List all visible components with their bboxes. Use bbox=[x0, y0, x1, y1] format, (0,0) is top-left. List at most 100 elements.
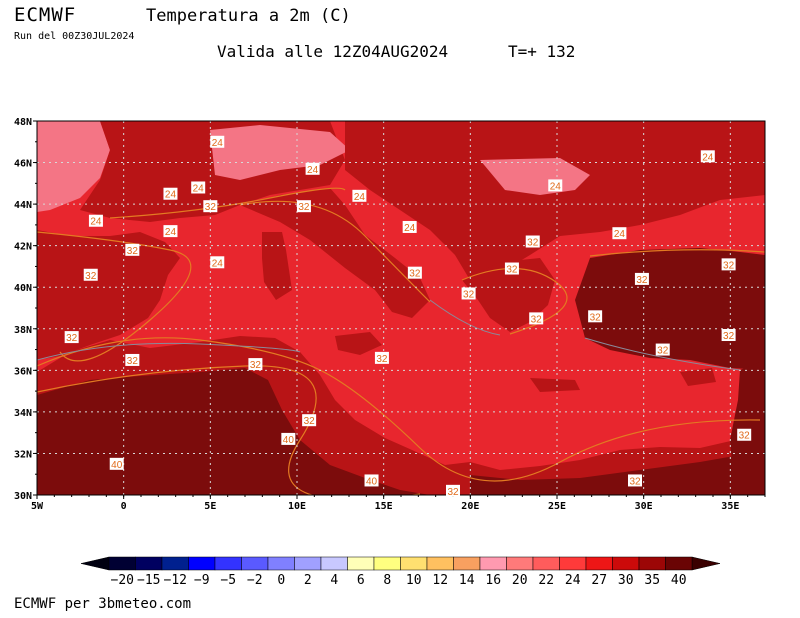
forecast-step-label: T=+ 132 bbox=[508, 42, 576, 61]
svg-text:32: 32 bbox=[527, 238, 539, 249]
colorbar-label: 10 bbox=[406, 573, 422, 588]
svg-text:24: 24 bbox=[193, 183, 205, 194]
colorbar-label: 2 bbox=[304, 573, 312, 588]
isotherm-label: 24 bbox=[612, 227, 627, 240]
isotherm-label: 32 bbox=[529, 312, 544, 325]
isotherm-label: 32 bbox=[634, 272, 649, 286]
colorbar-label: 35 bbox=[644, 573, 660, 588]
lat-tick-label: 34N bbox=[14, 408, 32, 419]
colorbar-swatch bbox=[320, 556, 348, 571]
svg-text:32: 32 bbox=[463, 289, 475, 300]
lat-tick-label: 38N bbox=[14, 325, 32, 336]
isotherm-label: 24 bbox=[163, 187, 178, 201]
colorbar-label: 0 bbox=[277, 573, 285, 588]
svg-text:32: 32 bbox=[629, 476, 641, 487]
isotherm-label: 24 bbox=[210, 135, 225, 149]
isotherm-label: 32 bbox=[374, 351, 389, 365]
colorbar-label: 12 bbox=[432, 573, 448, 588]
isotherm-label: 32 bbox=[525, 235, 540, 249]
isotherm-label: 24 bbox=[88, 214, 103, 228]
colorbar-swatch bbox=[665, 556, 693, 571]
isotherm-label: 40 bbox=[281, 432, 296, 446]
lon-tick-label: 15E bbox=[375, 501, 393, 512]
isotherm-label: 32 bbox=[504, 262, 519, 276]
svg-text:32: 32 bbox=[250, 360, 262, 371]
colorbar-label: 4 bbox=[330, 573, 338, 588]
lon-tick-label: 10E bbox=[288, 501, 306, 512]
colorbar-swatch bbox=[108, 556, 136, 571]
svg-text:24: 24 bbox=[165, 190, 177, 201]
colorbar-swatch bbox=[479, 556, 507, 571]
svg-text:32: 32 bbox=[723, 260, 735, 271]
colorbar-label: −5 bbox=[220, 573, 236, 588]
lon-tick-label: 0 bbox=[121, 501, 127, 512]
lat-tick-label: 36N bbox=[14, 366, 32, 377]
colorbar-swatch bbox=[506, 556, 534, 571]
isotherm-label: 40 bbox=[364, 474, 379, 487]
isotherm-label: 32 bbox=[737, 428, 752, 442]
lon-tick-label: 5W bbox=[31, 501, 44, 512]
isotherm-label: 32 bbox=[461, 287, 476, 300]
colorbar-label: −2 bbox=[247, 573, 263, 588]
lat-tick-label: 32N bbox=[14, 449, 32, 460]
color-scale-legend: −20 −15 −12 −9 −5 −2 0 2 4 6 8 10 12 14 16 20 22 24 27 30 35… bbox=[80, 556, 721, 588]
credit-label: ECMWF per 3bmeteo.com bbox=[14, 596, 192, 612]
colorbar-swatch bbox=[188, 556, 216, 571]
lat-tick-label: 44N bbox=[14, 200, 32, 211]
lon-tick-label: 35E bbox=[721, 501, 739, 512]
colorbar-swatch bbox=[241, 556, 269, 571]
svg-text:32: 32 bbox=[657, 346, 669, 357]
temperature-field bbox=[37, 121, 765, 495]
colorbar-swatch bbox=[214, 556, 242, 571]
colorbar-label: 27 bbox=[591, 573, 607, 588]
svg-text:32: 32 bbox=[506, 265, 518, 276]
isotherm-label: 24 bbox=[163, 225, 178, 238]
svg-text:40: 40 bbox=[366, 476, 378, 487]
colorbar-swatch bbox=[135, 556, 163, 571]
lat-tick-label: 42N bbox=[14, 242, 32, 253]
isotherm-label: 32 bbox=[296, 200, 311, 213]
svg-text:32: 32 bbox=[298, 202, 310, 213]
colorbar-swatch bbox=[585, 556, 613, 571]
lat-lon-grid bbox=[37, 121, 765, 495]
colorbar-label: 30 bbox=[618, 573, 634, 588]
colorbar-label: −9 bbox=[194, 573, 210, 588]
svg-text:40: 40 bbox=[283, 435, 295, 446]
svg-text:24: 24 bbox=[90, 217, 102, 228]
run-label: Run del 00Z30JUL2024 bbox=[14, 31, 135, 42]
svg-text:32: 32 bbox=[127, 356, 139, 367]
svg-text:24: 24 bbox=[354, 192, 366, 203]
svg-text:32: 32 bbox=[409, 269, 421, 280]
colorbar-label: 6 bbox=[357, 573, 365, 588]
colorbar-label: 24 bbox=[565, 573, 581, 588]
colorbar-swatch bbox=[532, 556, 560, 571]
svg-text:24: 24 bbox=[702, 152, 714, 163]
isotherm-label: 32 bbox=[721, 258, 736, 271]
svg-text:24: 24 bbox=[404, 223, 416, 234]
map-title: Temperatura a 2m (C) bbox=[146, 6, 351, 26]
isotherm-label: 24 bbox=[210, 256, 225, 269]
colorbar-swatch bbox=[267, 556, 295, 571]
isotherm-label: 32 bbox=[655, 343, 670, 357]
colorbar-swatch bbox=[373, 556, 401, 571]
colorbar-label: −15 bbox=[137, 573, 160, 588]
valid-time-label: Valida alle 12Z04AUG2024 bbox=[217, 42, 449, 61]
isotherm-label: 32 bbox=[302, 414, 317, 427]
isotherm-label: 32 bbox=[628, 474, 642, 487]
svg-text:24: 24 bbox=[614, 229, 626, 240]
lat-tick-label: 48N bbox=[14, 117, 32, 128]
svg-text:24: 24 bbox=[550, 181, 562, 192]
colorbar-label: 8 bbox=[383, 573, 391, 588]
colorbar-swatch bbox=[347, 556, 375, 571]
colorbar-swatch bbox=[400, 556, 428, 571]
colorbar-swatch bbox=[559, 556, 587, 571]
isotherm-label: 24 bbox=[700, 150, 715, 163]
isotherm-label: 32 bbox=[203, 200, 218, 213]
svg-text:32: 32 bbox=[304, 416, 316, 427]
colorbar-label: −20 bbox=[111, 573, 134, 588]
isotherm-label: 32 bbox=[83, 268, 98, 282]
isotherm-label: 32 bbox=[721, 329, 736, 342]
